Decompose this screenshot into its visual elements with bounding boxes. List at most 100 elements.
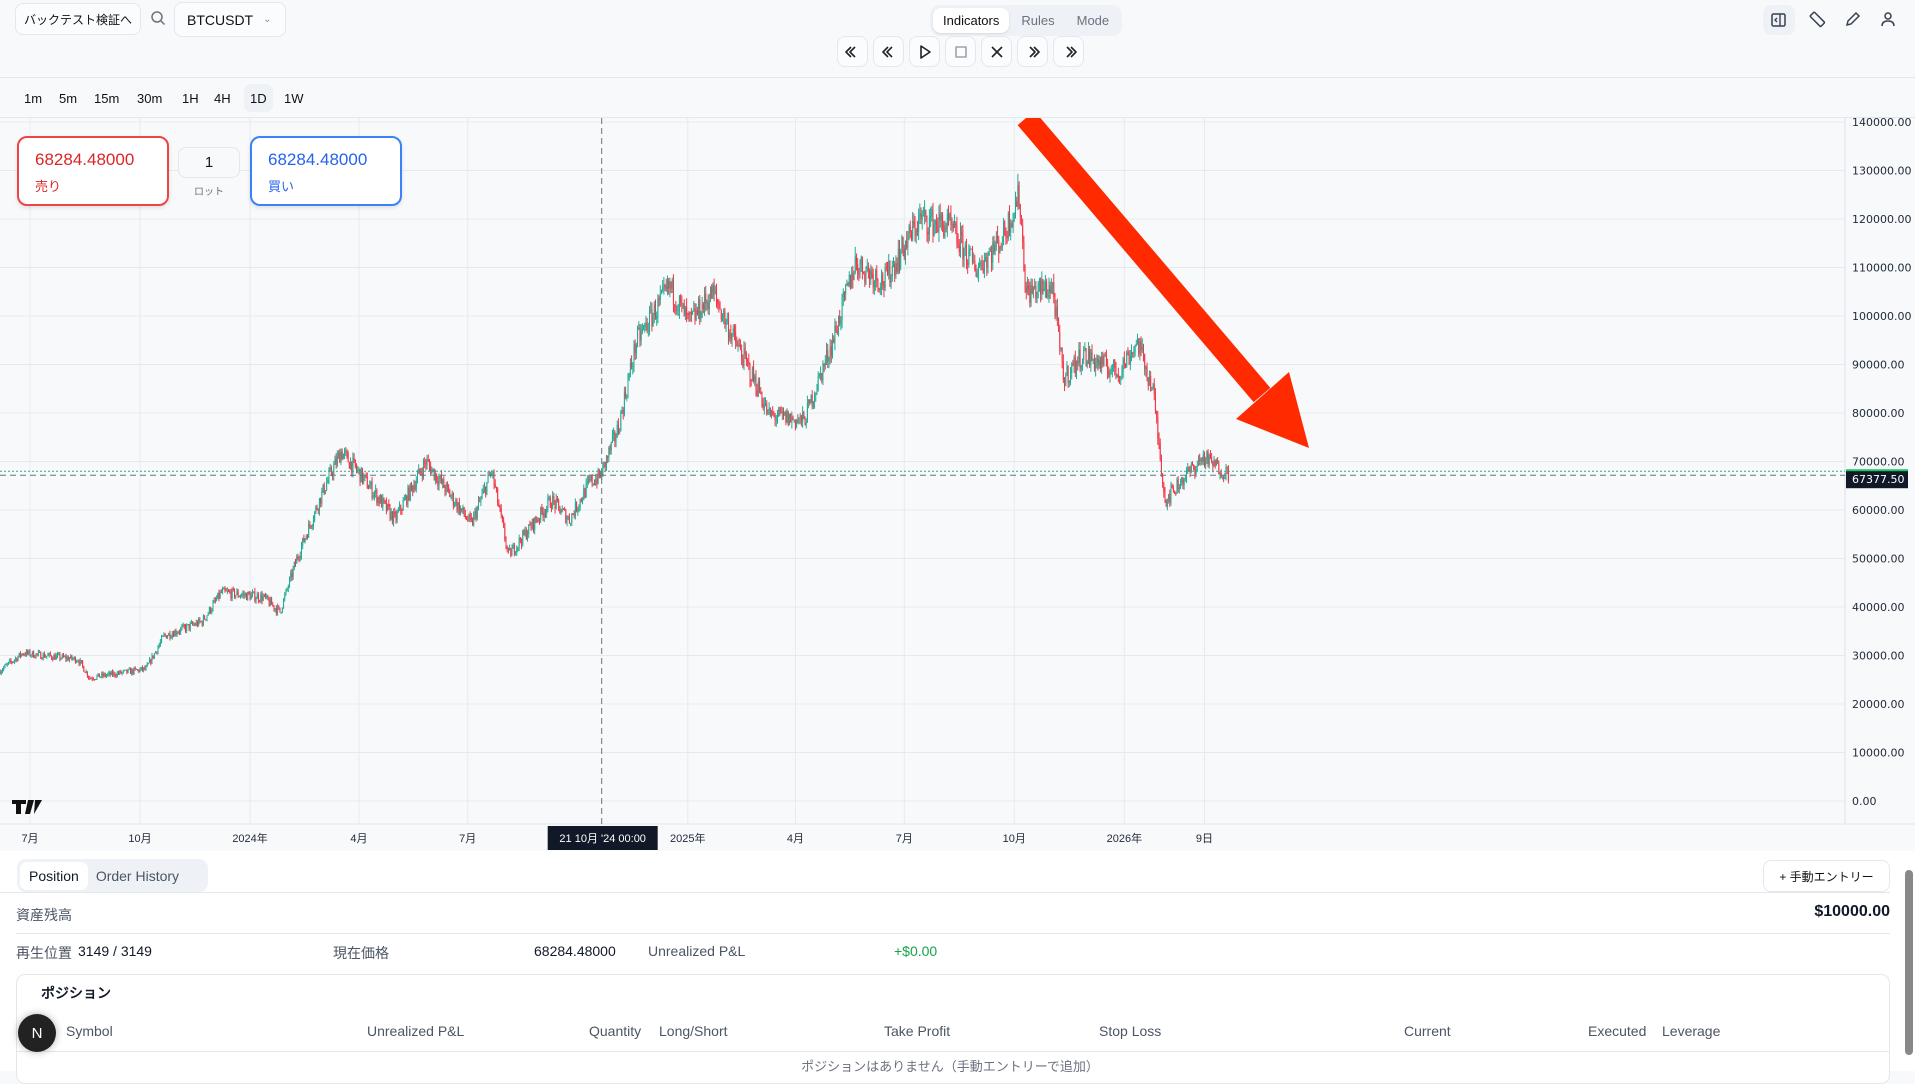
- stop-icon: [954, 45, 967, 58]
- col-stop-loss: Stop Loss: [1099, 1023, 1162, 1039]
- timeframe-5m[interactable]: 5m: [59, 90, 78, 106]
- candle-body: [772, 411, 774, 414]
- candle-body: [406, 496, 408, 505]
- tab-indicators[interactable]: Indicators: [933, 8, 1010, 33]
- candle-body: [670, 281, 672, 289]
- timeframe-1H[interactable]: 1H: [182, 90, 199, 106]
- balance-value: $10000.00: [1814, 903, 1890, 920]
- candle-body: [466, 517, 468, 520]
- candle-body: [198, 619, 200, 626]
- jump-start-button[interactable]: [837, 36, 868, 67]
- candle-body: [742, 358, 744, 367]
- candle-body: [524, 530, 526, 535]
- timeframe-1D[interactable]: 1D: [244, 84, 273, 112]
- pencil-icon[interactable]: [1844, 10, 1862, 33]
- candle-body: [213, 599, 215, 603]
- candle-body: [84, 671, 86, 673]
- scrollbar[interactable]: [1905, 870, 1913, 1055]
- candle-body: [1066, 366, 1068, 376]
- candle-body: [216, 598, 218, 601]
- tab-mode[interactable]: Mode: [1076, 13, 1110, 28]
- candle-body: [1166, 500, 1168, 506]
- step-forward-button[interactable]: [1017, 36, 1048, 67]
- candle-body: [832, 338, 834, 356]
- manual-entry-button[interactable]: + 手動エントリー: [1763, 860, 1890, 892]
- search-icon[interactable]: [150, 10, 166, 31]
- candle-body: [230, 592, 232, 599]
- candle-body: [1000, 246, 1002, 248]
- candle-body: [336, 455, 338, 465]
- candle-body: [363, 476, 365, 483]
- candle-body: [239, 596, 241, 598]
- play-button[interactable]: [909, 36, 940, 67]
- price-chart[interactable]: 140000.00130000.00120000.00110000.001000…: [0, 118, 1915, 851]
- candle-body: [694, 308, 696, 320]
- candle-body: [1136, 338, 1138, 345]
- candle-body: [1081, 359, 1083, 366]
- step-back-button[interactable]: [873, 36, 904, 67]
- candle-body: [509, 548, 511, 550]
- candle-body: [815, 393, 817, 396]
- crosshair-time-badge: [547, 826, 658, 850]
- candle-body: [637, 328, 639, 345]
- timeframe-1W[interactable]: 1W: [284, 90, 304, 106]
- candle-body: [71, 655, 73, 660]
- timeframe-1m[interactable]: 1m: [24, 90, 43, 106]
- candle-body: [781, 411, 783, 414]
- candle-body: [367, 488, 369, 490]
- candle-body: [155, 651, 157, 654]
- ruler-icon[interactable]: [1808, 10, 1826, 33]
- candle-body: [928, 217, 930, 235]
- candle-body: [732, 328, 734, 335]
- candle-body: [116, 672, 118, 677]
- backtest-button[interactable]: バックテスト検証へ: [15, 3, 141, 35]
- jump-end-icon: [1065, 45, 1077, 58]
- jump-end-button[interactable]: [1053, 36, 1084, 67]
- candle-body: [330, 468, 332, 475]
- symbol-select[interactable]: BTCUSDT ⌄: [174, 2, 286, 37]
- candle-body: [1158, 438, 1160, 444]
- stop-button[interactable]: [945, 36, 976, 67]
- candle-body: [748, 360, 750, 365]
- buy-button[interactable]: 68284.48000 買い: [250, 136, 402, 206]
- candle-body: [248, 591, 250, 594]
- candle-body: [0, 671, 1, 674]
- last-price-label: 67377.50: [1852, 473, 1905, 486]
- candle-body: [290, 572, 292, 578]
- candle-body: [220, 591, 222, 593]
- lot-input[interactable]: 1: [178, 147, 240, 178]
- candle-body: [1115, 367, 1117, 378]
- tab-position[interactable]: Position: [20, 861, 88, 890]
- candle-body: [924, 210, 926, 214]
- candle-body: [283, 599, 285, 609]
- candle-body: [45, 656, 47, 658]
- candle-body: [751, 367, 753, 382]
- scissors-button[interactable]: [981, 36, 1012, 67]
- candle-body: [552, 496, 554, 508]
- candle-body: [1013, 212, 1015, 215]
- candle-body: [1030, 285, 1032, 304]
- candle-body: [495, 487, 497, 489]
- candle-body: [335, 458, 337, 465]
- candle-body: [1126, 352, 1128, 367]
- candle-body: [957, 241, 959, 245]
- candle-body: [622, 409, 624, 414]
- candle-body: [1084, 348, 1086, 351]
- candle-body: [175, 630, 177, 635]
- tab-rules[interactable]: Rules: [1021, 13, 1055, 28]
- candle-body: [281, 608, 283, 613]
- candle-body: [393, 511, 395, 523]
- user-icon[interactable]: [1879, 10, 1897, 33]
- sell-button[interactable]: 68284.48000 売り: [17, 136, 169, 206]
- avatar[interactable]: N: [18, 1014, 56, 1052]
- candle-body: [760, 392, 762, 395]
- timeframe-4H[interactable]: 4H: [214, 90, 231, 106]
- candle-body: [109, 672, 111, 676]
- panel-toggle-button[interactable]: [1763, 5, 1795, 35]
- candle-body: [483, 486, 485, 490]
- timeframe-30m[interactable]: 30m: [137, 90, 163, 106]
- candle-body: [1128, 354, 1130, 365]
- candle-body: [1054, 297, 1056, 316]
- tab-order-history[interactable]: Order History: [95, 867, 180, 884]
- timeframe-15m[interactable]: 15m: [94, 90, 120, 106]
